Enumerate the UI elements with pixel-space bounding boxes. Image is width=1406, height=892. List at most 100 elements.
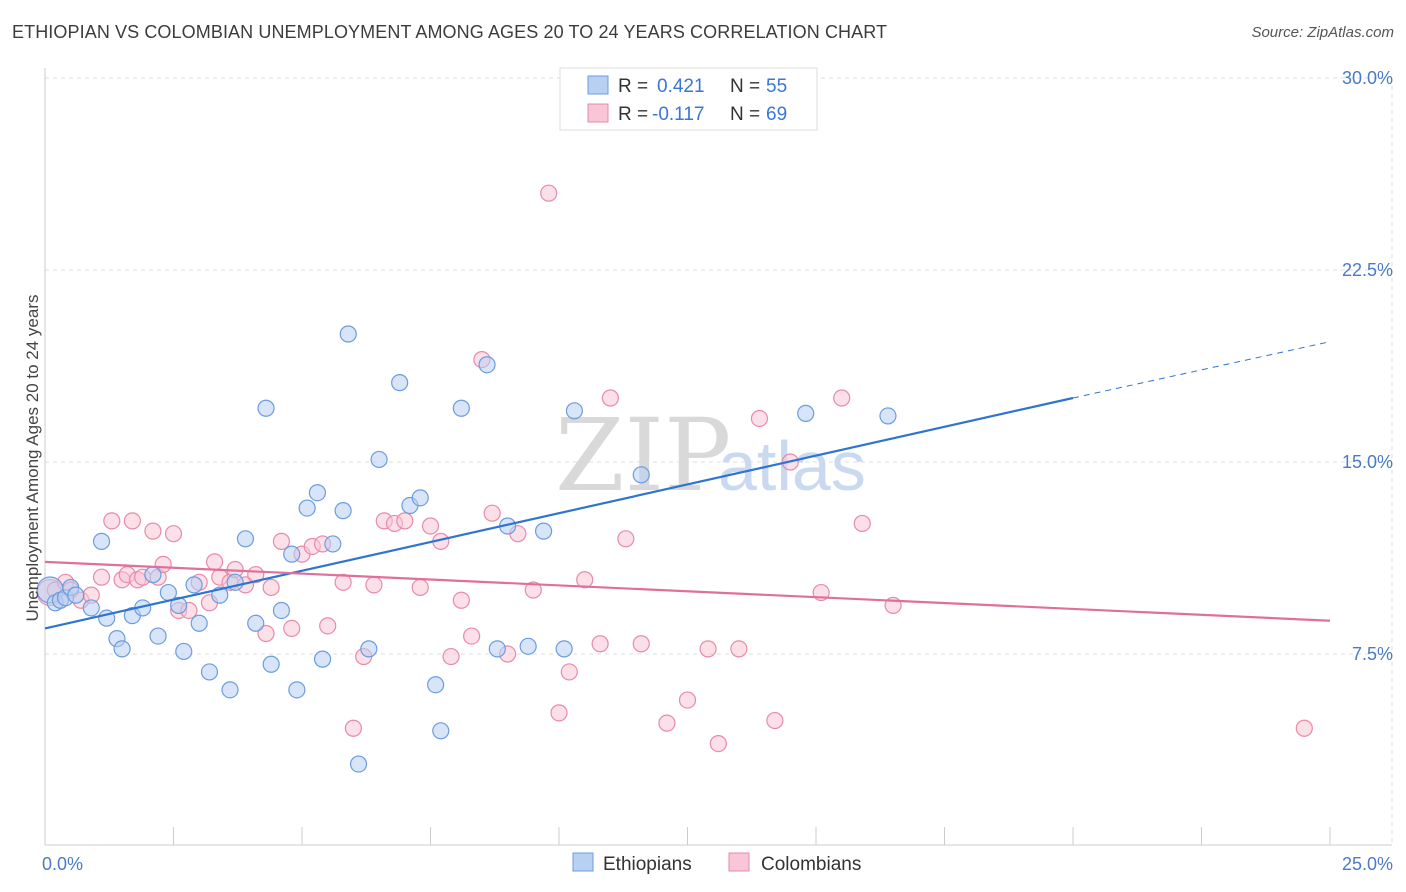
ethiopians-point (339, 325, 357, 343)
ethiopians-point (432, 722, 450, 740)
legend-r-value-colombians: -0.117 (652, 104, 704, 125)
colombians-point (164, 525, 183, 543)
colombians-point (699, 640, 717, 658)
ethiopians-point (879, 407, 897, 425)
ethiopians-point (200, 663, 219, 681)
ethiopians-point (144, 566, 162, 584)
colombians-point (709, 734, 727, 753)
colombians-point (632, 635, 650, 653)
ethiopians-point (308, 484, 327, 502)
colombians-point (730, 640, 748, 658)
ethiopians-point (113, 640, 131, 658)
top-legend: R = 0.421 N = 55 R = -0.117 N = 69 (559, 67, 818, 131)
ethiopians-point (288, 681, 306, 699)
ethiopians-trend-line (44, 396, 1074, 630)
bottom-legend: Ethiopians Colombians (572, 852, 861, 875)
colombians-point (344, 719, 362, 737)
colombians-point (144, 522, 162, 540)
colombians-point (560, 663, 578, 681)
colombians-point (576, 571, 594, 589)
ethiopians-point (488, 640, 506, 658)
colombians-point (103, 512, 121, 530)
axis-layer: 7.5% 15.0% 22.5% 30.0% 0.0% 25.0% (42, 68, 1393, 874)
y-tick-label: 22.5% (1342, 260, 1393, 280)
colombians-point (123, 512, 141, 530)
ethiopians-point (555, 640, 573, 658)
ethiopians-point (82, 599, 100, 617)
colombians-point (396, 512, 414, 530)
colombians-point (365, 576, 383, 594)
y-tick-label: 7.5% (1352, 644, 1393, 664)
colombians-point (750, 409, 769, 428)
ethiopians-point (185, 576, 203, 594)
y-tick-label: 30.0% (1342, 68, 1393, 88)
ethiopians-points (36, 325, 897, 773)
colombians-point (1295, 719, 1313, 737)
ethiopians-point (411, 489, 429, 507)
ethiopians-point (298, 499, 316, 517)
ethiopians-point (370, 450, 388, 469)
colombians-point (206, 553, 224, 571)
ethiopians-point (534, 522, 553, 540)
colombians-point (550, 704, 568, 722)
colombians-point (334, 573, 352, 591)
colombians-point (319, 617, 337, 635)
trend-lines (44, 341, 1331, 630)
ethiopians-point (149, 627, 167, 645)
ethiopians-point (283, 545, 301, 563)
colombians-point (678, 691, 697, 709)
legend-swatch-ethiopians (587, 75, 609, 95)
x-tick-label: 25.0% (1342, 854, 1393, 874)
ethiopians-point (92, 532, 111, 550)
bottom-legend-label-ethiopians: Ethiopians (603, 854, 692, 875)
ethiopians-point (478, 356, 496, 374)
legend-r-label-colombians: R = (618, 104, 648, 125)
ethiopians-point (427, 676, 445, 694)
legend-swatch-colombians (587, 103, 609, 123)
ethiopians-trend-extension (1072, 341, 1331, 399)
colombians-point (833, 389, 851, 407)
chart-title: ETHIOPIAN VS COLOMBIAN UNEMPLOYMENT AMON… (12, 22, 888, 42)
ethiopians-point (334, 502, 352, 520)
bottom-legend-swatch-colombians (728, 852, 750, 872)
ethiopians-point (452, 399, 470, 417)
legend-n-value-colombians: 69 (766, 104, 787, 125)
ethiopians-point (391, 374, 409, 392)
ethiopians-point (324, 535, 342, 553)
colombians-point (262, 578, 280, 597)
ethiopians-point (519, 637, 537, 655)
colombians-point (442, 647, 460, 666)
ethiopians-point (349, 755, 368, 773)
source-label: Source: ZipAtlas.com (1251, 24, 1394, 41)
ethiopians-point (632, 466, 650, 484)
colombians-point (617, 530, 635, 548)
colombians-point (524, 581, 542, 599)
colombians-point (283, 619, 301, 638)
ethiopians-point (221, 681, 239, 699)
colombians-point (421, 517, 440, 535)
ethiopians-point (272, 601, 291, 620)
bottom-legend-swatch-ethiopians (572, 852, 594, 872)
legend-r-value-ethiopians: 0.421 (657, 76, 705, 97)
colombians-point (257, 624, 275, 643)
ethiopians-point (67, 586, 85, 604)
legend-n-label-ethiopians: N = (730, 76, 760, 97)
legend-r-label-ethiopians: R = (618, 76, 648, 97)
y-axis-title: Unemployment Among Ages 20 to 24 years (23, 295, 42, 622)
y-tick-label: 15.0% (1342, 452, 1393, 472)
ethiopians-point (247, 614, 265, 632)
x-tick-label: 0.0% (42, 854, 83, 874)
ethiopians-point (175, 642, 193, 661)
colombians-point (463, 627, 481, 645)
bottom-legend-label-colombians: Colombians (761, 854, 861, 875)
ethiopians-point (313, 650, 332, 668)
colombians-point (483, 504, 501, 522)
ethiopians-point (360, 640, 378, 658)
legend-n-value-ethiopians: 55 (766, 76, 787, 97)
colombians-point (601, 389, 620, 407)
colombians-trend-line (44, 560, 1331, 622)
ethiopians-point (262, 655, 280, 673)
ethiopians-point (565, 402, 584, 420)
colombians-point (452, 591, 470, 609)
